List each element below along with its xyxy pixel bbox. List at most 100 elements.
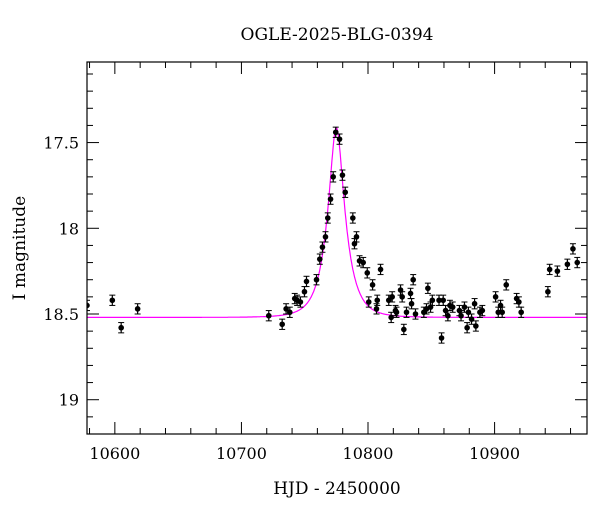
x-tick-label: 10700	[216, 444, 267, 463]
data-point	[479, 304, 486, 317]
data-point	[458, 310, 465, 322]
point-marker	[408, 300, 415, 307]
point-marker	[374, 297, 381, 304]
point-marker	[461, 304, 468, 310]
data-point	[330, 171, 337, 183]
chart-title: OGLE-2025-BLG-0394	[241, 25, 434, 45]
data-point	[410, 274, 417, 286]
data-point	[339, 169, 346, 181]
y-tick-label: 18.5	[43, 305, 79, 324]
data-point	[449, 301, 456, 313]
point-marker	[407, 290, 414, 297]
point-marker	[554, 268, 561, 274]
point-marker	[327, 196, 334, 202]
point-marker	[319, 244, 326, 250]
data-point	[407, 287, 414, 300]
x-tick-label: 10800	[343, 444, 394, 463]
x-tick-label: 10600	[89, 444, 140, 463]
point-marker	[286, 309, 293, 316]
data-point	[492, 291, 499, 303]
point-marker	[458, 312, 464, 319]
point-marker	[570, 246, 576, 252]
data-point	[377, 263, 384, 276]
point-marker	[574, 259, 581, 266]
data-point	[265, 310, 272, 322]
y-tick-label: 18	[59, 219, 79, 238]
point-marker	[440, 297, 447, 304]
point-marker	[492, 294, 499, 300]
data-point	[464, 322, 471, 334]
data-point	[438, 332, 445, 344]
y-tick-label: 17.5	[43, 134, 79, 153]
point-marker	[369, 282, 376, 288]
data-point	[574, 256, 581, 269]
point-marker	[313, 276, 320, 283]
point-marker	[389, 294, 395, 300]
point-marker	[301, 288, 308, 295]
point-marker	[401, 326, 407, 333]
point-marker	[499, 309, 505, 316]
data-point	[118, 322, 125, 334]
point-marker	[564, 261, 571, 268]
data-point	[388, 311, 395, 324]
point-marker	[297, 299, 304, 305]
data-point	[327, 193, 334, 205]
data-point	[279, 318, 286, 330]
point-marker	[279, 321, 285, 328]
data-point	[399, 291, 406, 303]
y-tick-labels: 17.5 18 18.5 19	[43, 134, 79, 410]
data-point	[412, 308, 419, 320]
point-marker	[449, 304, 456, 310]
data-point	[554, 265, 561, 277]
point-marker	[342, 189, 349, 196]
data-point	[324, 212, 331, 224]
point-marker	[324, 215, 331, 221]
point-marker	[322, 234, 329, 240]
point-marker	[429, 297, 436, 304]
data-point	[134, 303, 141, 315]
data-point	[503, 279, 510, 291]
point-marker	[365, 299, 372, 305]
point-marker	[303, 278, 310, 285]
data-points	[87, 126, 581, 344]
data-point	[303, 275, 310, 288]
data-point	[471, 298, 478, 310]
y-tick-label: 19	[59, 391, 79, 410]
data-point	[424, 282, 431, 294]
y-axis-label: I magnitude	[10, 196, 30, 300]
data-point	[294, 294, 301, 306]
x-tick-label: 10900	[469, 444, 520, 463]
data-point	[385, 294, 392, 306]
data-point	[286, 306, 293, 318]
data-point	[472, 320, 479, 332]
point-marker	[399, 294, 405, 300]
x-axis-label: HJD - 2450000	[273, 479, 401, 499]
data-point	[444, 310, 451, 322]
point-marker	[445, 312, 451, 319]
data-point	[316, 253, 323, 265]
point-marker	[134, 306, 141, 312]
point-marker	[464, 324, 470, 331]
data-point	[87, 299, 90, 312]
point-marker	[373, 306, 380, 312]
point-marker	[364, 270, 371, 276]
point-marker	[393, 309, 400, 316]
data-point	[374, 294, 381, 306]
data-point	[544, 286, 551, 298]
point-marker	[412, 311, 419, 317]
data-point	[569, 243, 576, 255]
point-marker	[503, 282, 510, 288]
data-point	[393, 306, 400, 318]
point-marker	[479, 307, 486, 314]
point-marker	[336, 136, 343, 142]
data-point	[322, 231, 329, 243]
data-point	[301, 286, 308, 298]
data-point	[440, 294, 447, 306]
data-point	[546, 263, 553, 276]
data-point	[336, 133, 343, 145]
point-marker	[546, 266, 553, 273]
data-point	[429, 294, 436, 306]
point-marker	[403, 309, 410, 316]
axis-ticks	[87, 62, 587, 434]
data-point	[499, 306, 506, 318]
